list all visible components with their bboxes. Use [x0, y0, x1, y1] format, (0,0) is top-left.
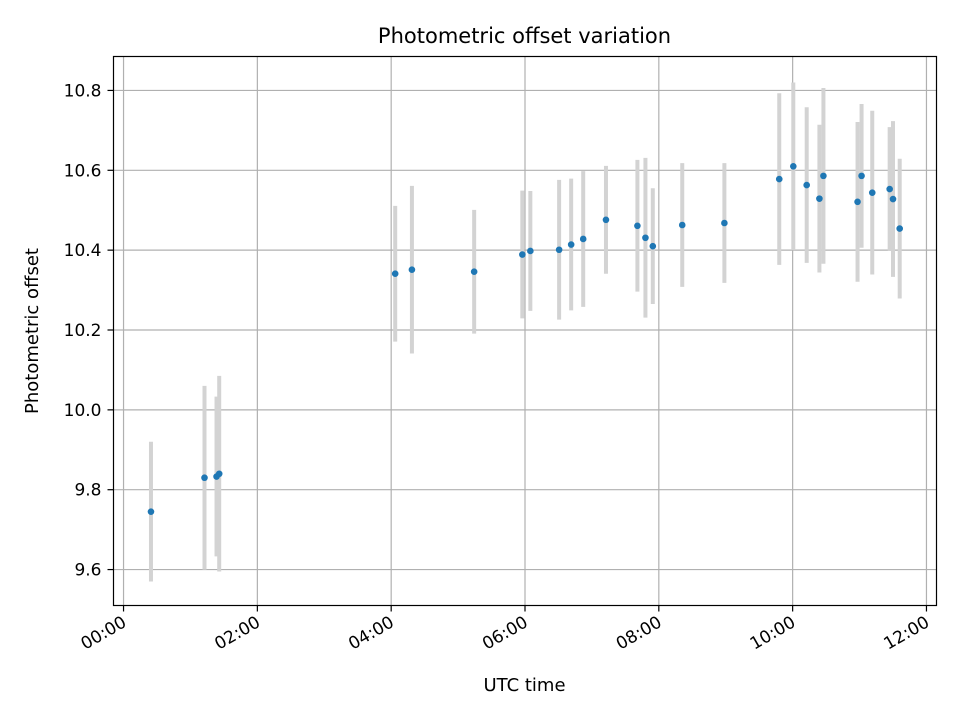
data-point-15 — [649, 242, 657, 250]
x-tick-label-1: 02:00 — [211, 613, 263, 655]
data-point-17 — [721, 219, 728, 227]
y-tick-label-2: 10.0 — [64, 401, 102, 421]
data-point-19 — [790, 163, 797, 170]
x-tick-label-4: 08:00 — [613, 613, 665, 655]
x-tick-label-2: 04:00 — [345, 613, 397, 655]
x-tick-label-5: 10:00 — [747, 613, 799, 655]
grid-lines — [113, 56, 937, 606]
data-point-16 — [678, 221, 686, 229]
data-point-4 — [391, 270, 399, 278]
data-point-1 — [201, 474, 208, 482]
y-tick-label-4: 10.4 — [64, 241, 102, 261]
data-point-20 — [803, 181, 810, 189]
chart-title: Photometric offset variation — [378, 24, 671, 48]
data-point-3 — [215, 470, 223, 478]
x-tick-label-0: 00:00 — [78, 613, 130, 655]
data-point-0 — [147, 508, 155, 515]
data-point-28 — [896, 225, 903, 232]
y-tick-label-0: 9.6 — [74, 561, 101, 581]
data-point-6 — [470, 268, 478, 276]
data-point-24 — [858, 172, 865, 180]
data-point-8 — [527, 247, 534, 255]
data-point-23 — [854, 198, 861, 206]
x-tick-label-3: 06:00 — [479, 613, 531, 655]
y-axis-ticks: 9.6 9.8 10.0 10.2 10.4 10.6 10.8 — [64, 81, 114, 581]
y-axis-label: Photometric offset — [22, 248, 43, 414]
data-point-27 — [889, 195, 897, 203]
data-point-22 — [820, 172, 827, 180]
data-point-25 — [868, 189, 876, 196]
x-axis-ticks: 00:00 02:00 04:00 06:00 08:00 10:00 12:00 — [78, 605, 933, 655]
data-point-26 — [886, 185, 893, 193]
data-point-14 — [642, 234, 649, 242]
x-tick-label-6: 12:00 — [881, 613, 933, 655]
y-tick-label-5: 10.6 — [64, 161, 102, 181]
data-point-7 — [519, 251, 526, 258]
x-axis-label: UTC time — [483, 675, 565, 696]
data-point-5 — [408, 266, 416, 274]
y-tick-label-3: 10.2 — [64, 321, 102, 341]
data-point-21 — [816, 195, 823, 202]
data-point-13 — [634, 222, 641, 230]
data-point-18 — [775, 175, 783, 183]
data-point-10 — [567, 241, 575, 248]
data-point-11 — [579, 235, 587, 243]
y-tick-label-1: 9.8 — [74, 481, 101, 501]
data-points — [147, 163, 903, 515]
data-point-12 — [602, 216, 610, 224]
y-tick-label-6: 10.8 — [64, 81, 102, 101]
data-point-9 — [555, 246, 563, 254]
